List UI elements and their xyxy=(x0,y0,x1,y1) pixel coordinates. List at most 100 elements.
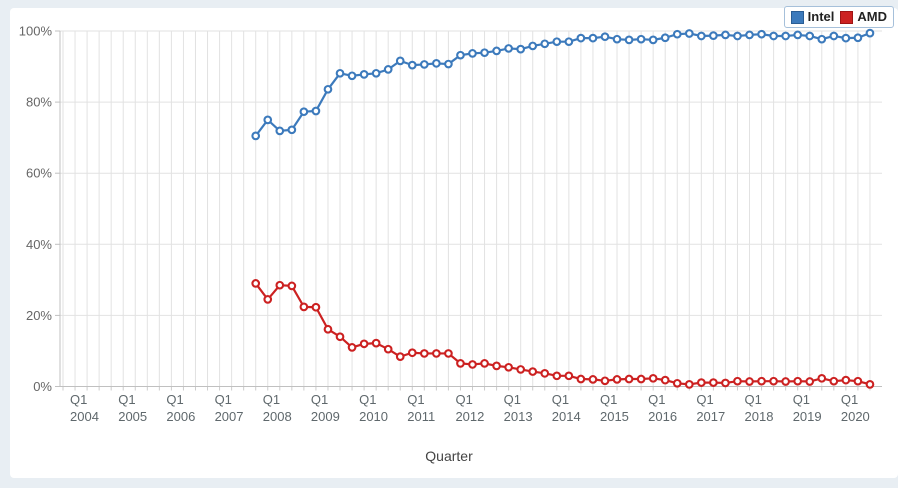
amd-data-point[interactable] xyxy=(805,377,815,386)
amd-data-point[interactable] xyxy=(684,380,694,389)
intel-data-point[interactable] xyxy=(660,33,670,43)
intel-data-point[interactable] xyxy=(456,50,465,60)
legend-item-intel[interactable]: Intel xyxy=(790,10,834,24)
intel-data-point[interactable] xyxy=(865,28,875,38)
intel-data-point[interactable] xyxy=(781,31,790,41)
intel-data-point[interactable] xyxy=(251,131,261,141)
intel-data-point[interactable] xyxy=(371,68,381,78)
intel-data-point[interactable] xyxy=(576,33,586,43)
amd-data-point[interactable] xyxy=(311,302,321,312)
amd-data-point[interactable] xyxy=(287,281,297,291)
amd-data-point[interactable] xyxy=(636,374,646,384)
intel-data-point[interactable] xyxy=(769,31,778,41)
amd-data-point[interactable] xyxy=(263,295,273,304)
amd-data-point[interactable] xyxy=(444,349,453,358)
amd-data-point[interactable] xyxy=(395,352,405,361)
amd-data-point[interactable] xyxy=(576,374,586,384)
amd-data-point[interactable] xyxy=(600,376,610,386)
intel-data-point[interactable] xyxy=(696,31,706,41)
intel-data-point[interactable] xyxy=(624,35,634,45)
intel-data-point[interactable] xyxy=(672,29,682,39)
intel-data-point[interactable] xyxy=(552,37,562,47)
amd-data-point[interactable] xyxy=(829,376,839,386)
amd-data-point[interactable] xyxy=(624,374,634,384)
intel-data-point[interactable] xyxy=(540,39,550,49)
amd-data-point[interactable] xyxy=(612,375,622,384)
intel-data-point[interactable] xyxy=(263,115,273,125)
amd-data-point[interactable] xyxy=(251,279,261,288)
amd-data-point[interactable] xyxy=(335,332,345,342)
intel-data-point[interactable] xyxy=(432,59,441,68)
amd-data-point[interactable] xyxy=(528,367,538,376)
intel-data-point[interactable] xyxy=(721,30,730,40)
intel-data-point[interactable] xyxy=(287,125,297,135)
intel-data-point[interactable] xyxy=(311,106,321,116)
amd-data-point[interactable] xyxy=(516,365,526,374)
amd-data-point[interactable] xyxy=(347,343,357,352)
intel-data-point[interactable] xyxy=(841,33,851,43)
intel-data-point[interactable] xyxy=(805,31,815,41)
intel-data-point[interactable] xyxy=(612,34,622,44)
intel-data-point[interactable] xyxy=(564,37,574,47)
amd-data-point[interactable] xyxy=(540,368,550,378)
intel-data-point[interactable] xyxy=(528,41,538,51)
intel-data-point[interactable] xyxy=(335,68,345,78)
legend-item-amd[interactable]: AMD xyxy=(840,10,887,24)
intel-data-point[interactable] xyxy=(359,70,369,79)
amd-data-point[interactable] xyxy=(745,377,754,386)
amd-data-point[interactable] xyxy=(757,376,766,386)
intel-data-point[interactable] xyxy=(444,59,453,69)
intel-data-point[interactable] xyxy=(817,34,827,44)
amd-data-point[interactable] xyxy=(721,378,730,388)
intel-data-point[interactable] xyxy=(745,30,754,40)
intel-data-point[interactable] xyxy=(588,33,598,43)
intel-data-point[interactable] xyxy=(407,60,417,70)
amd-data-point[interactable] xyxy=(696,378,706,387)
intel-data-point[interactable] xyxy=(480,48,489,58)
amd-data-point[interactable] xyxy=(359,339,369,349)
amd-data-point[interactable] xyxy=(817,373,827,383)
amd-data-point[interactable] xyxy=(672,378,682,388)
amd-data-point[interactable] xyxy=(323,324,333,334)
amd-data-point[interactable] xyxy=(793,376,803,386)
intel-data-point[interactable] xyxy=(468,49,477,58)
amd-data-point[interactable] xyxy=(865,380,875,389)
amd-data-point[interactable] xyxy=(275,280,285,290)
intel-data-point[interactable] xyxy=(793,30,803,40)
intel-data-point[interactable] xyxy=(299,107,309,117)
amd-data-point[interactable] xyxy=(371,338,381,348)
amd-data-point[interactable] xyxy=(709,378,718,387)
amd-data-point[interactable] xyxy=(299,302,309,312)
amd-data-point[interactable] xyxy=(853,376,863,386)
amd-data-point[interactable] xyxy=(769,376,778,386)
amd-data-point[interactable] xyxy=(456,359,465,368)
intel-data-point[interactable] xyxy=(600,32,610,42)
amd-data-point[interactable] xyxy=(648,373,658,383)
amd-data-point[interactable] xyxy=(660,375,670,385)
amd-data-point[interactable] xyxy=(504,362,513,372)
intel-data-point[interactable] xyxy=(347,71,357,81)
intel-data-point[interactable] xyxy=(757,29,766,39)
amd-data-point[interactable] xyxy=(383,344,393,354)
intel-data-point[interactable] xyxy=(853,33,863,43)
intel-data-point[interactable] xyxy=(709,31,718,40)
amd-data-point[interactable] xyxy=(480,359,489,368)
intel-data-point[interactable] xyxy=(648,35,658,45)
intel-data-point[interactable] xyxy=(492,46,501,56)
intel-data-point[interactable] xyxy=(516,44,526,54)
amd-data-point[interactable] xyxy=(468,360,477,369)
amd-data-point[interactable] xyxy=(588,375,598,384)
intel-data-point[interactable] xyxy=(733,31,742,41)
intel-data-point[interactable] xyxy=(636,34,646,44)
amd-data-point[interactable] xyxy=(552,371,562,381)
amd-data-point[interactable] xyxy=(407,348,417,358)
amd-data-point[interactable] xyxy=(564,371,574,381)
intel-data-point[interactable] xyxy=(829,31,839,41)
amd-data-point[interactable] xyxy=(733,376,742,386)
amd-data-point[interactable] xyxy=(781,377,790,386)
amd-data-point[interactable] xyxy=(841,375,851,385)
intel-data-point[interactable] xyxy=(504,44,513,53)
amd-data-point[interactable] xyxy=(432,349,441,358)
intel-data-point[interactable] xyxy=(419,60,429,69)
intel-data-point[interactable] xyxy=(395,56,405,66)
